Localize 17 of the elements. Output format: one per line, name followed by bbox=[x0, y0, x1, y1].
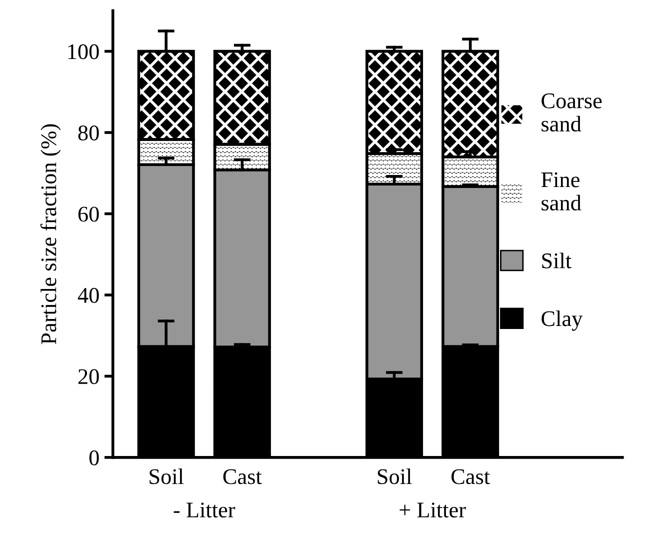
y-tick-label: 0 bbox=[89, 450, 99, 466]
y-tick-label: 40 bbox=[78, 288, 99, 303]
x-tick-label: Soil bbox=[150, 468, 184, 484]
y-tick-label: 60 bbox=[78, 206, 99, 222]
x-tick-label: Soil bbox=[378, 468, 412, 484]
text: + Litter bbox=[400, 502, 466, 518]
legend-label: Silt bbox=[542, 252, 572, 268]
legend-label: Coarse sand bbox=[542, 93, 602, 132]
y-tick-label: 80 bbox=[78, 125, 99, 140]
x-tick-label: Cast bbox=[451, 469, 490, 484]
x-tick-label: Cast bbox=[223, 469, 262, 484]
legend-label: Clay bbox=[542, 310, 583, 331]
legend-label: Fine sand bbox=[541, 172, 582, 211]
text: - Litter bbox=[174, 502, 236, 518]
y-tick-label: 20 bbox=[78, 369, 99, 384]
y-tick-label: 100 bbox=[68, 44, 99, 60]
y-axis-title: Particle size fraction (%) bbox=[40, 124, 61, 344]
